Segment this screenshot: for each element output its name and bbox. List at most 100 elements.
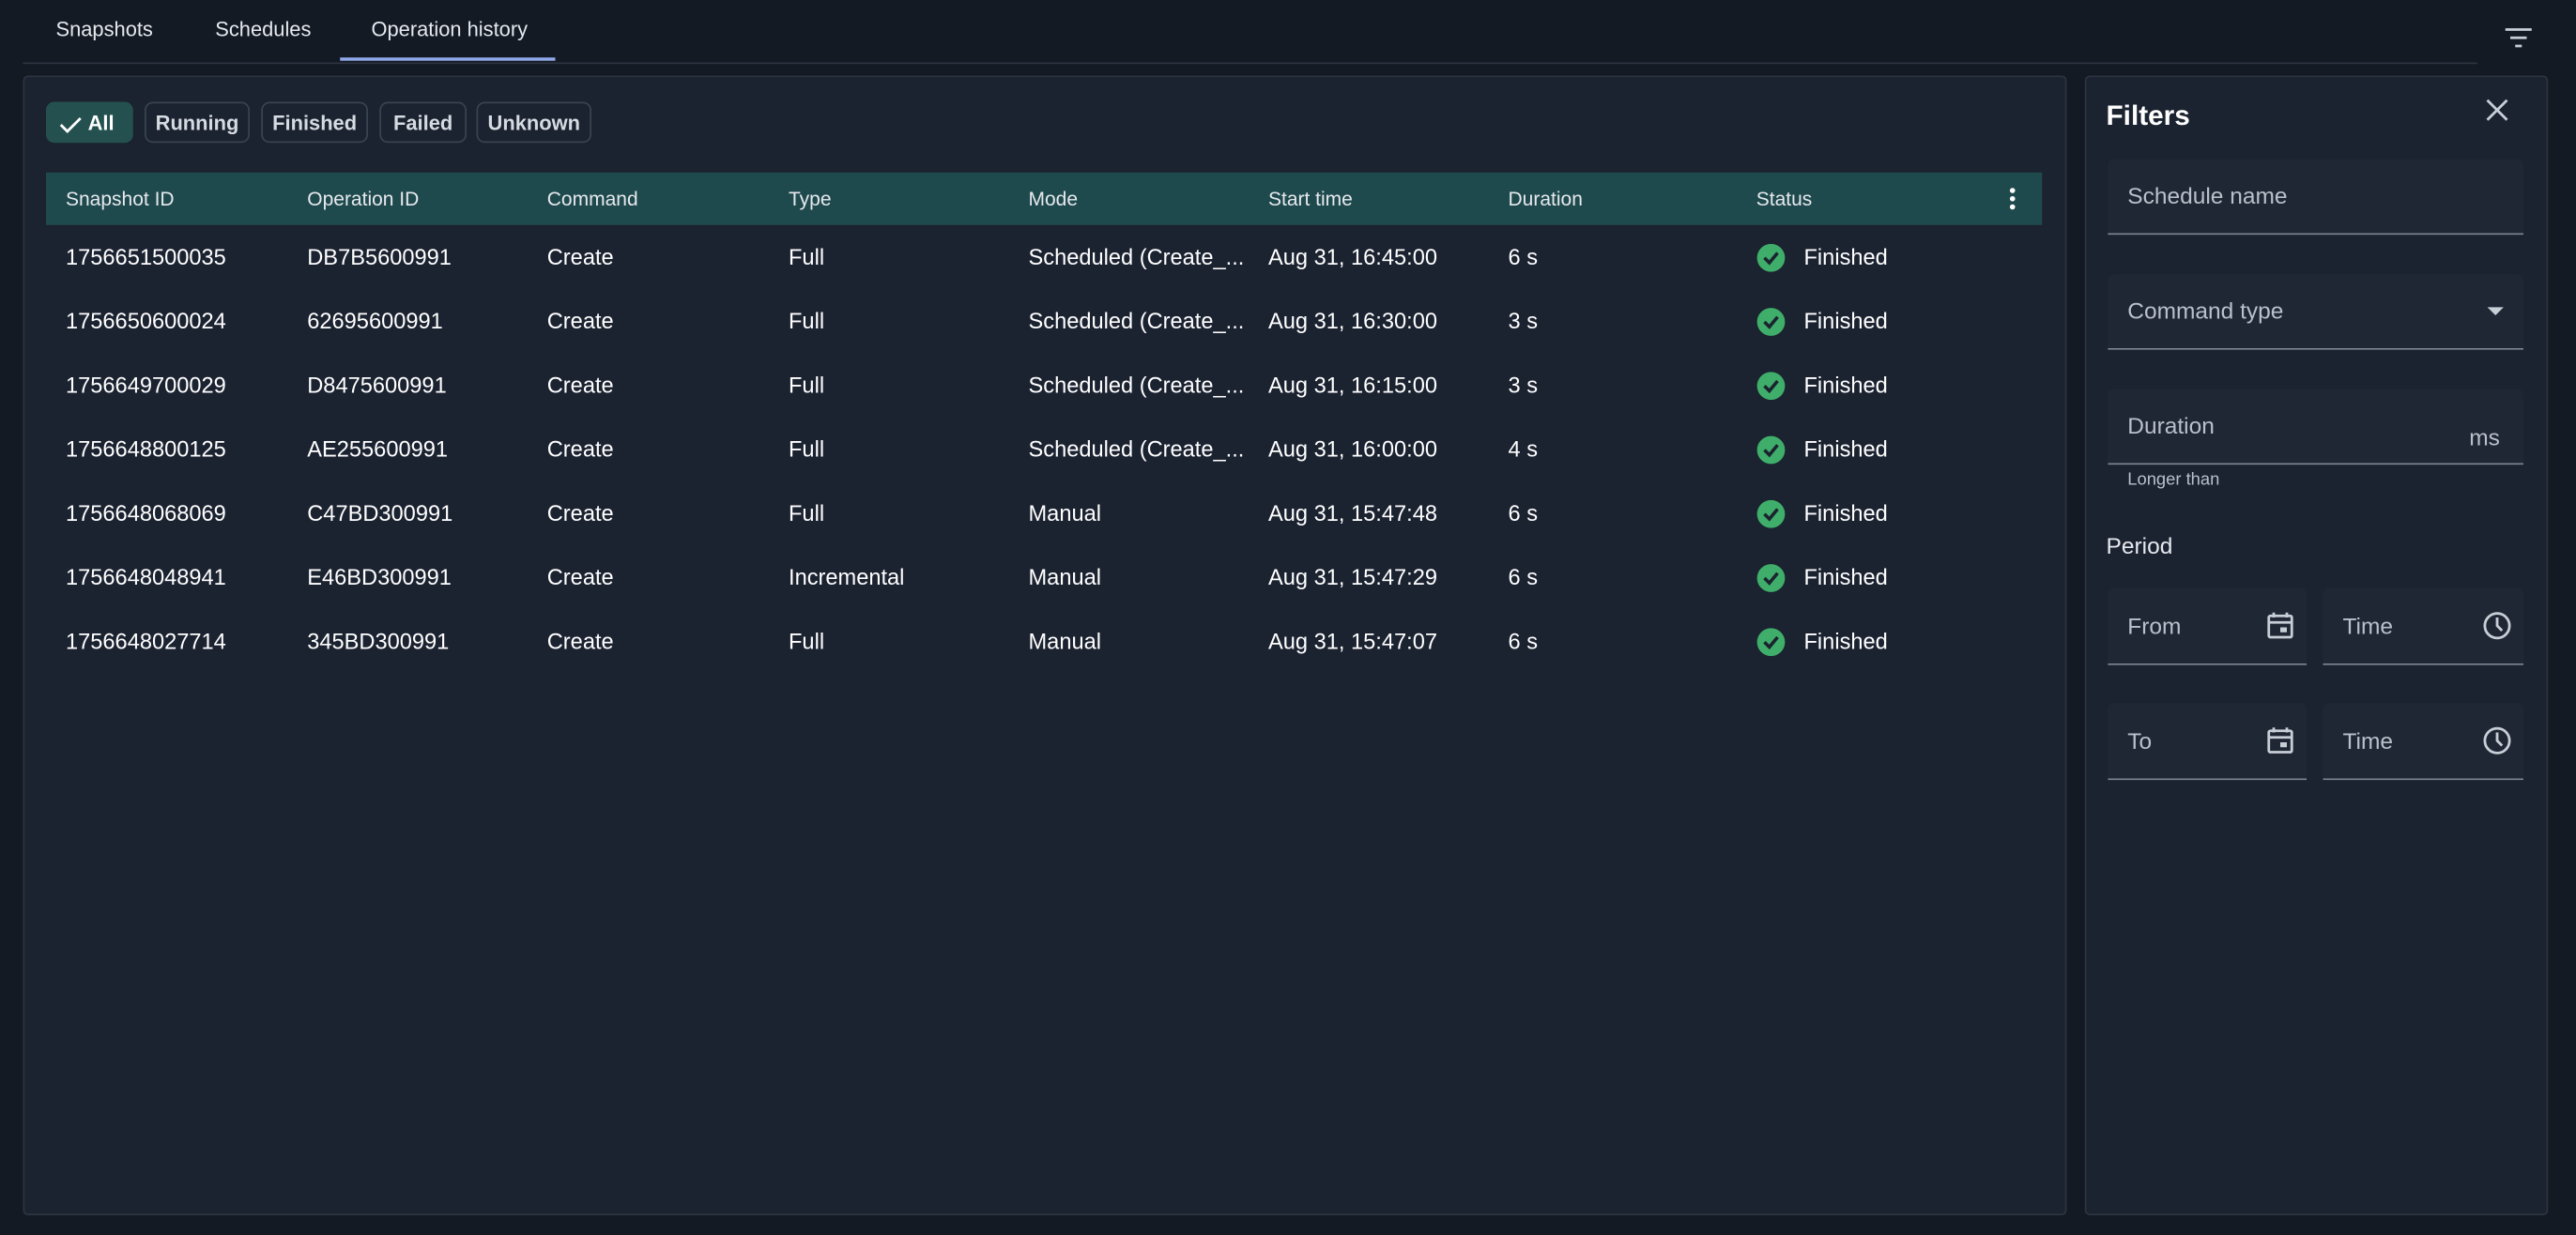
cell: 1756648048941: [66, 565, 226, 590]
field-label: Time: [2342, 727, 2394, 755]
command-type-select[interactable]: Command type: [2108, 274, 2523, 350]
table-header: [46, 172, 2043, 225]
cell: 1756648800125: [66, 436, 226, 462]
cell: Scheduled (Create_...: [1028, 244, 1245, 269]
cell: Scheduled (Create_...: [1028, 309, 1245, 334]
filter-toggle[interactable]: [2504, 24, 2534, 51]
column-menu[interactable]: [2004, 186, 2021, 212]
cell: Create: [546, 244, 614, 269]
tab[interactable]: Schedules: [215, 18, 312, 41]
time-field[interactable]: Time: [2323, 587, 2523, 665]
date-field[interactable]: To: [2108, 703, 2307, 781]
chip[interactable]: Finished: [261, 101, 368, 144]
cell: Create: [546, 629, 614, 654]
helper-text: Longer than: [2127, 469, 2220, 490]
cell: Aug 31, 15:47:48: [1268, 500, 1437, 526]
check-icon: [59, 117, 82, 133]
cell: Aug 31, 16:30:00: [1268, 309, 1437, 334]
cell: Create: [546, 309, 614, 334]
clock-icon: [2483, 612, 2511, 640]
chip[interactable]: Running: [145, 101, 250, 144]
column-header[interactable]: Start time: [1268, 187, 1353, 211]
period-label: Period: [2106, 532, 2173, 558]
close-button[interactable]: [2486, 99, 2509, 122]
field-label: Duration: [2127, 412, 2215, 439]
cell: DB7B5600991: [307, 244, 452, 269]
column-header[interactable]: Operation ID: [307, 187, 420, 211]
duration-field[interactable]: Duration ms: [2108, 389, 2523, 465]
cell: Full: [789, 629, 825, 654]
cell: 3 s: [1508, 373, 1539, 398]
cell: Finished: [1803, 565, 1888, 590]
tab[interactable]: Operation history: [371, 18, 529, 41]
column-header[interactable]: Duration: [1508, 187, 1583, 211]
cell: AE255600991: [307, 436, 449, 462]
clock-icon: [2483, 726, 2511, 755]
field-label: Command type: [2127, 297, 2284, 324]
cell: Full: [789, 500, 825, 526]
cell: Full: [789, 436, 825, 462]
cell: 6 s: [1508, 629, 1539, 654]
schedule-name-field[interactable]: Schedule name: [2108, 159, 2523, 236]
cell: 1756649700029: [66, 373, 226, 398]
unit: ms: [2469, 423, 2500, 450]
cell: Full: [789, 373, 825, 398]
calendar-icon: [2267, 727, 2293, 754]
field-label: Time: [2342, 612, 2394, 639]
cell: Manual: [1028, 565, 1101, 590]
status-icon: [1756, 564, 1786, 592]
chip[interactable]: Failed: [379, 101, 467, 144]
chip[interactable]: Unknown: [476, 101, 591, 144]
cell: 6 s: [1508, 244, 1539, 269]
status-icon: [1756, 372, 1786, 401]
cell: 6 s: [1508, 500, 1539, 526]
cell: Incremental: [789, 565, 905, 590]
cell: Aug 31, 16:00:00: [1268, 436, 1437, 462]
field-label: Schedule name: [2127, 182, 2288, 209]
column-header[interactable]: Status: [1756, 187, 1813, 211]
cell: 1756651500035: [66, 244, 226, 269]
cell: Scheduled (Create_...: [1028, 436, 1245, 462]
cell: 1756648068069: [66, 500, 226, 526]
tab-indicator: [340, 57, 556, 61]
main-panel: [23, 75, 2067, 1215]
column-header[interactable]: Snapshot ID: [66, 187, 175, 211]
cell: Finished: [1803, 244, 1888, 269]
column-header[interactable]: Type: [789, 187, 832, 211]
cell: 345BD300991: [307, 629, 450, 654]
tab[interactable]: Snapshots: [55, 18, 153, 41]
cell: Create: [546, 565, 614, 590]
cell: D8475600991: [307, 373, 447, 398]
cell: Aug 31, 16:45:00: [1268, 244, 1437, 269]
chip[interactable]: All: [46, 101, 133, 144]
filter-title: Filters: [2106, 99, 2190, 131]
column-header[interactable]: Command: [546, 187, 638, 211]
status-icon: [1756, 243, 1786, 272]
column-header[interactable]: Mode: [1028, 187, 1079, 211]
divider: [23, 62, 2477, 65]
time-field[interactable]: Time: [2323, 703, 2523, 781]
cell: Full: [789, 244, 825, 269]
cell: Create: [546, 500, 614, 526]
cell: Scheduled (Create_...: [1028, 373, 1245, 398]
cell: 62695600991: [307, 309, 443, 334]
cell: Create: [546, 373, 614, 398]
cell: 1756648027714: [66, 629, 226, 654]
cell: 3 s: [1508, 309, 1539, 334]
status-icon: [1756, 499, 1786, 528]
chip-label: All: [87, 112, 115, 135]
status-icon: [1756, 628, 1786, 657]
status-icon: [1756, 308, 1786, 336]
cell: Aug 31, 15:47:07: [1268, 629, 1437, 654]
cell: Aug 31, 16:15:00: [1268, 373, 1437, 398]
cell: Finished: [1803, 373, 1888, 398]
cell: Manual: [1028, 500, 1101, 526]
date-field[interactable]: From: [2108, 587, 2307, 665]
field-label: To: [2127, 727, 2153, 755]
cell: Aug 31, 15:47:29: [1268, 565, 1437, 590]
cell: Finished: [1803, 436, 1888, 462]
cell: Manual: [1028, 629, 1101, 654]
cell: Finished: [1803, 309, 1888, 334]
cell: Finished: [1803, 629, 1888, 654]
